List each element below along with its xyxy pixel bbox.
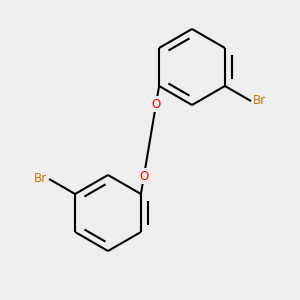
Text: Br: Br (253, 94, 266, 107)
Text: Br: Br (34, 172, 47, 185)
Text: O: O (139, 169, 148, 182)
Text: O: O (152, 98, 161, 110)
